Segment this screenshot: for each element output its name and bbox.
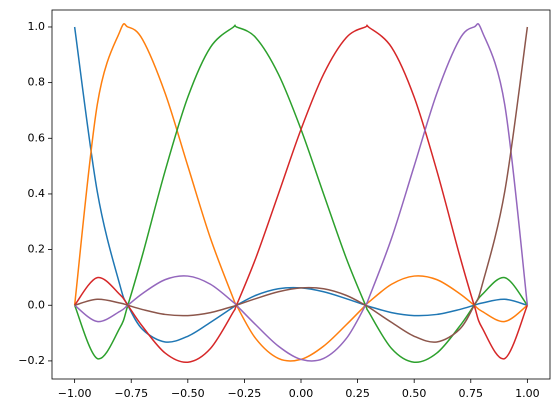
x-tick-label: −1.00	[58, 387, 92, 400]
series-line	[74, 24, 529, 364]
x-tick-label: 0.25	[345, 387, 370, 400]
series-line	[74, 26, 529, 343]
x-tick-label: 0.75	[459, 387, 484, 400]
x-tick-label: −0.75	[114, 387, 148, 400]
x-tick-label: 0.00	[289, 387, 314, 400]
series-line	[73, 24, 528, 364]
y-tick-label: 0.4	[28, 187, 46, 200]
x-tick-label: 0.50	[402, 387, 427, 400]
y-tick-label: 0.2	[28, 243, 46, 256]
y-tick-label: 0.8	[28, 76, 46, 89]
x-tick-label: 1.00	[515, 387, 540, 400]
x-tick-label: −0.50	[171, 387, 205, 400]
series-line	[73, 26, 528, 343]
y-tick-label: 1.0	[28, 20, 46, 33]
x-tick-label: −0.25	[228, 387, 262, 400]
y-tick-label: −0.2	[18, 354, 45, 367]
y-tick-label: 0.0	[28, 298, 46, 311]
series-line	[74, 23, 529, 362]
y-tick-label: 0.6	[28, 131, 46, 144]
plot-frame	[51, 9, 551, 380]
series-line	[73, 23, 528, 362]
